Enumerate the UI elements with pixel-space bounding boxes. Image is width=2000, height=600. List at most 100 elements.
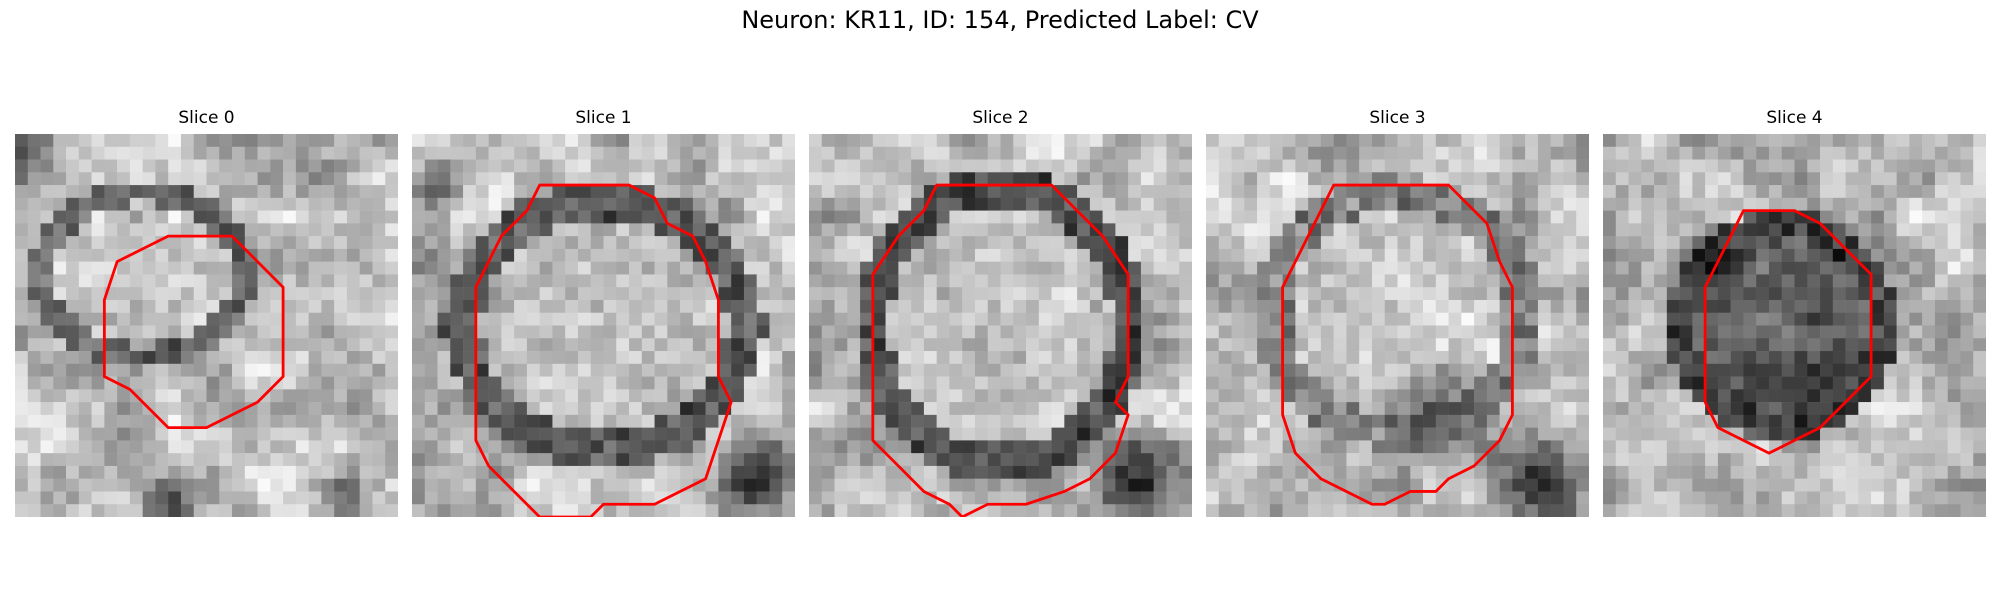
image-pixel xyxy=(987,363,1001,377)
image-pixel xyxy=(1077,376,1091,390)
image-pixel xyxy=(526,248,540,262)
image-pixel xyxy=(1499,376,1513,390)
image-pixel xyxy=(193,440,207,454)
image-pixel xyxy=(923,261,937,275)
image-pixel xyxy=(1858,478,1872,492)
image-pixel xyxy=(193,210,207,224)
image-pixel xyxy=(1525,210,1539,224)
image-pixel xyxy=(1320,338,1334,352)
image-pixel xyxy=(1883,491,1897,505)
image-pixel xyxy=(565,261,579,275)
image-pixel xyxy=(1244,236,1258,250)
image-pixel xyxy=(1666,210,1680,224)
image-pixel xyxy=(488,376,502,390)
image-pixel xyxy=(219,197,233,211)
image-pixel xyxy=(860,338,874,352)
image-pixel xyxy=(782,338,795,352)
image-pixel xyxy=(1768,376,1782,390)
image-pixel xyxy=(1845,491,1859,505)
image-pixel xyxy=(603,274,617,288)
image-pixel xyxy=(782,299,795,313)
image-pixel xyxy=(1461,440,1475,454)
image-pixel xyxy=(1013,491,1027,505)
image-pixel xyxy=(91,478,105,492)
image-pixel xyxy=(1743,159,1757,173)
image-pixel xyxy=(949,402,963,416)
image-pixel xyxy=(1206,146,1220,160)
image-pixel xyxy=(1768,248,1782,262)
image-pixel xyxy=(295,312,309,326)
image-pixel xyxy=(1474,414,1488,428)
image-pixel xyxy=(1525,465,1539,479)
image-pixel xyxy=(860,427,874,441)
image-pixel xyxy=(1051,325,1065,339)
image-pixel xyxy=(1512,197,1526,211)
image-pixel xyxy=(1563,351,1577,365)
image-pixel xyxy=(1947,236,1961,250)
image-pixel xyxy=(53,351,67,365)
image-pixel xyxy=(424,312,438,326)
image-pixel xyxy=(1603,427,1617,441)
image-pixel xyxy=(1845,236,1859,250)
image-pixel xyxy=(987,261,1001,275)
image-pixel xyxy=(78,159,92,173)
image-pixel xyxy=(1550,465,1564,479)
image-pixel xyxy=(1794,261,1808,275)
image-pixel xyxy=(552,465,566,479)
image-pixel xyxy=(514,299,528,313)
image-pixel xyxy=(654,197,668,211)
image-pixel xyxy=(334,223,348,237)
image-pixel xyxy=(962,389,976,403)
image-pixel xyxy=(962,248,976,262)
image-pixel xyxy=(898,274,912,288)
image-pixel xyxy=(680,440,694,454)
image-pixel xyxy=(577,261,591,275)
image-pixel xyxy=(898,427,912,441)
image-pixel xyxy=(654,363,668,377)
image-pixel xyxy=(1384,197,1398,211)
slice-image-2 xyxy=(809,134,1192,517)
image-pixel xyxy=(667,453,681,467)
image-pixel xyxy=(1781,453,1795,467)
image-pixel xyxy=(270,325,284,339)
image-pixel xyxy=(1794,504,1808,517)
image-pixel xyxy=(1934,146,1948,160)
image-pixel xyxy=(616,312,630,326)
image-pixel xyxy=(1026,197,1040,211)
image-pixel xyxy=(1883,312,1897,326)
image-pixel xyxy=(1679,504,1693,517)
image-pixel xyxy=(1730,414,1744,428)
image-pixel xyxy=(40,414,54,428)
image-pixel xyxy=(359,504,373,517)
image-pixel xyxy=(180,427,194,441)
image-pixel xyxy=(1743,363,1757,377)
image-pixel xyxy=(590,172,604,186)
image-pixel xyxy=(1397,223,1411,237)
image-pixel xyxy=(847,478,861,492)
image-pixel xyxy=(66,223,80,237)
image-pixel xyxy=(667,363,681,377)
image-pixel xyxy=(1615,159,1629,173)
image-pixel xyxy=(1206,197,1220,211)
image-pixel xyxy=(1397,389,1411,403)
image-pixel xyxy=(1781,185,1795,199)
image-pixel xyxy=(40,172,54,186)
image-pixel xyxy=(1922,287,1936,301)
image-pixel xyxy=(1051,223,1065,237)
image-pixel xyxy=(731,197,745,211)
image-pixel xyxy=(1615,440,1629,454)
image-pixel xyxy=(1269,159,1283,173)
image-pixel xyxy=(1692,427,1706,441)
image-pixel xyxy=(1922,172,1936,186)
image-pixel xyxy=(911,172,925,186)
image-pixel xyxy=(142,376,156,390)
image-pixel xyxy=(40,325,54,339)
image-pixel xyxy=(667,287,681,301)
image-pixel xyxy=(756,312,770,326)
image-pixel xyxy=(821,185,835,199)
image-pixel xyxy=(168,491,182,505)
image-pixel xyxy=(463,159,477,173)
image-pixel xyxy=(1603,453,1617,467)
image-pixel xyxy=(15,351,29,365)
image-pixel xyxy=(1206,351,1220,365)
